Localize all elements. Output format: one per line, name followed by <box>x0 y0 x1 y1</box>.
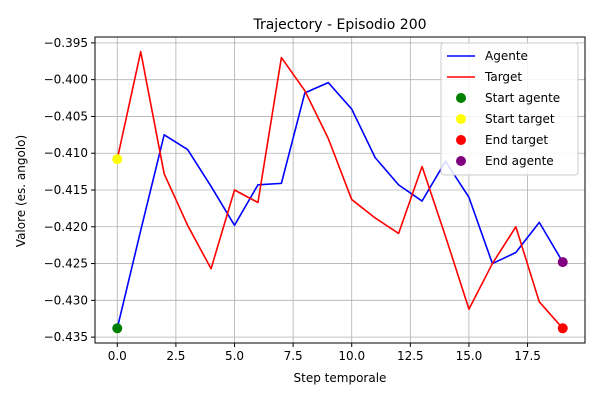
legend-label: Agente <box>485 49 528 63</box>
x-tick-label: 12.5 <box>397 349 424 363</box>
series-line-target <box>116 50 564 329</box>
legend: Agente Target Start agente Start target End … <box>440 42 579 176</box>
y-tick-label: −0.410 <box>44 146 88 160</box>
x-tick-label: 15.0 <box>456 349 483 363</box>
plot-area <box>112 50 568 334</box>
marker-start-agente <box>112 323 123 334</box>
series-line-agente <box>116 81 564 329</box>
legend-swatch-dot <box>456 135 466 145</box>
legend-label: Start target <box>485 112 555 126</box>
x-tick-label: 17.5 <box>514 349 541 363</box>
y-tick-label: −0.395 <box>44 36 88 50</box>
legend-label: Start agente <box>485 91 560 105</box>
chart-title: Trajectory - Episodio 200 <box>252 17 426 33</box>
y-axis-ticks: −0.395 −0.400 −0.405 −0.410 −0.415 −0.420 −0.4… <box>44 36 95 344</box>
legend-box <box>440 42 579 176</box>
marker-start-target <box>112 154 123 165</box>
start-end-markers <box>112 154 568 334</box>
y-axis-label: Valore (es. angolo) <box>14 135 28 247</box>
x-tick-label: 5.0 <box>225 349 244 363</box>
x-tick-label: 0.0 <box>108 349 127 363</box>
y-tick-label: −0.430 <box>44 293 88 307</box>
legend-label: Target <box>484 70 522 84</box>
y-tick-label: −0.400 <box>44 73 88 87</box>
x-tick-label: 2.5 <box>166 349 185 363</box>
legend-swatch-dot <box>456 114 466 124</box>
y-tick-label: −0.425 <box>44 257 88 271</box>
x-tick-label: 7.5 <box>284 349 303 363</box>
x-tick-label: 10.0 <box>338 349 365 363</box>
legend-label: End agente <box>485 154 554 168</box>
marker-end-target <box>557 323 568 334</box>
x-axis-label: Step temporale <box>294 371 387 385</box>
legend-swatch-dot <box>456 93 466 103</box>
y-tick-label: −0.405 <box>44 109 88 123</box>
y-tick-label: −0.415 <box>44 183 88 197</box>
y-tick-label: −0.420 <box>44 220 88 234</box>
legend-swatch-dot <box>456 156 466 166</box>
y-tick-label: −0.435 <box>44 330 88 344</box>
series-lines <box>116 50 564 329</box>
legend-label: End target <box>485 133 548 147</box>
marker-end-agente <box>557 257 568 268</box>
x-axis-ticks: 0.0 2.5 5.0 7.5 10.0 12.5 15.0 17.5 <box>108 343 541 363</box>
